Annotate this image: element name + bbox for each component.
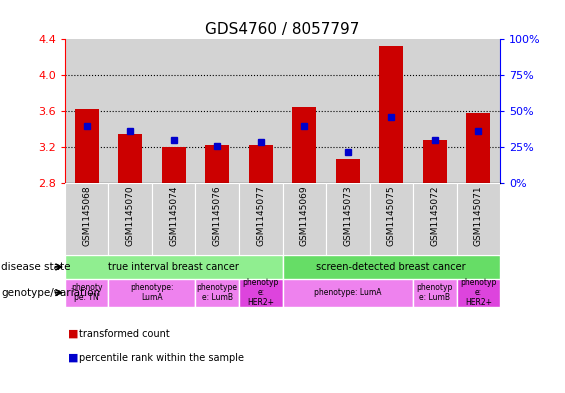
Text: GSM1145075: GSM1145075	[387, 185, 396, 246]
Bar	[65, 255, 282, 279]
Bar	[152, 183, 195, 255]
Bar	[195, 279, 239, 307]
Bar	[65, 279, 108, 307]
Text: GSM1145073: GSM1145073	[344, 185, 352, 246]
Text: phenotype:
LumA: phenotype: LumA	[131, 283, 173, 302]
Text: phenotyp
e: LumB: phenotyp e: LumB	[416, 283, 453, 302]
Title: GDS4760 / 8057797: GDS4760 / 8057797	[205, 22, 360, 37]
Bar	[326, 183, 370, 255]
Bar	[162, 147, 186, 183]
Bar	[292, 107, 316, 183]
Text: true interval breast cancer: true interval breast cancer	[108, 262, 239, 272]
Bar	[336, 159, 360, 183]
Bar	[152, 39, 195, 183]
Bar	[457, 39, 500, 183]
Bar	[423, 140, 447, 183]
Bar	[379, 46, 403, 183]
Text: percentile rank within the sample: percentile rank within the sample	[79, 353, 244, 363]
Bar	[370, 183, 413, 255]
Text: GSM1145071: GSM1145071	[474, 185, 483, 246]
Bar	[65, 39, 108, 183]
Text: GSM1145069: GSM1145069	[300, 185, 308, 246]
Bar	[466, 113, 490, 183]
Text: phenotype: LumA: phenotype: LumA	[314, 288, 381, 297]
Bar	[457, 279, 500, 307]
Bar	[108, 279, 195, 307]
Bar	[282, 279, 413, 307]
Bar	[413, 279, 457, 307]
Bar	[370, 39, 413, 183]
Bar	[239, 39, 282, 183]
Text: GSM1145074: GSM1145074	[170, 185, 178, 246]
Bar	[413, 183, 457, 255]
Bar	[282, 183, 326, 255]
Text: GSM1145070: GSM1145070	[126, 185, 134, 246]
Text: phenotyp
e:
HER2+: phenotyp e: HER2+	[242, 278, 279, 307]
Text: phenotyp
e:
HER2+: phenotyp e: HER2+	[460, 278, 497, 307]
Bar	[282, 255, 500, 279]
Text: GSM1145076: GSM1145076	[213, 185, 221, 246]
Text: disease state: disease state	[1, 262, 71, 272]
Bar	[239, 183, 282, 255]
Text: GSM1145068: GSM1145068	[82, 185, 91, 246]
Bar	[249, 145, 273, 183]
Bar	[413, 39, 457, 183]
Bar	[108, 39, 152, 183]
Bar	[195, 39, 239, 183]
Bar	[65, 183, 108, 255]
Bar	[108, 183, 152, 255]
Text: screen-detected breast cancer: screen-detected breast cancer	[316, 262, 466, 272]
Bar	[326, 39, 370, 183]
Text: GSM1145072: GSM1145072	[431, 185, 439, 246]
Bar	[457, 183, 500, 255]
Bar	[75, 110, 99, 183]
Bar	[205, 145, 229, 183]
Text: ■: ■	[68, 329, 79, 339]
Text: phenotype
e: LumB: phenotype e: LumB	[197, 283, 238, 302]
Bar	[195, 183, 239, 255]
Text: genotype/variation: genotype/variation	[1, 288, 100, 298]
Text: ■: ■	[68, 353, 79, 363]
Bar	[282, 39, 326, 183]
Bar	[118, 134, 142, 183]
Bar	[239, 279, 282, 307]
Text: transformed count: transformed count	[79, 329, 170, 339]
Text: phenoty
pe: TN: phenoty pe: TN	[71, 283, 102, 302]
Text: GSM1145077: GSM1145077	[257, 185, 265, 246]
